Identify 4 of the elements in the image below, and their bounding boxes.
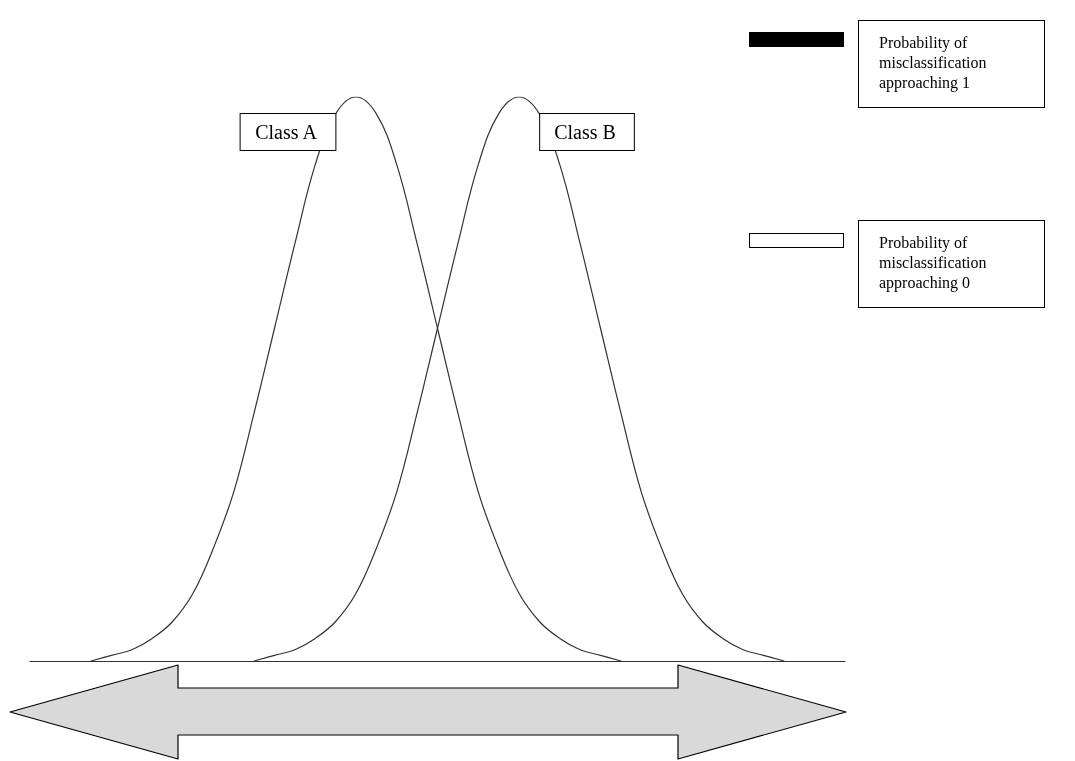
text: Probability of misclassification approaching 1 (858, 20, 1045, 108)
series-label: Class A (255, 121, 318, 143)
series-label: Class B (554, 121, 616, 143)
text: Probability of misclassification approaching 0 (858, 220, 1045, 308)
